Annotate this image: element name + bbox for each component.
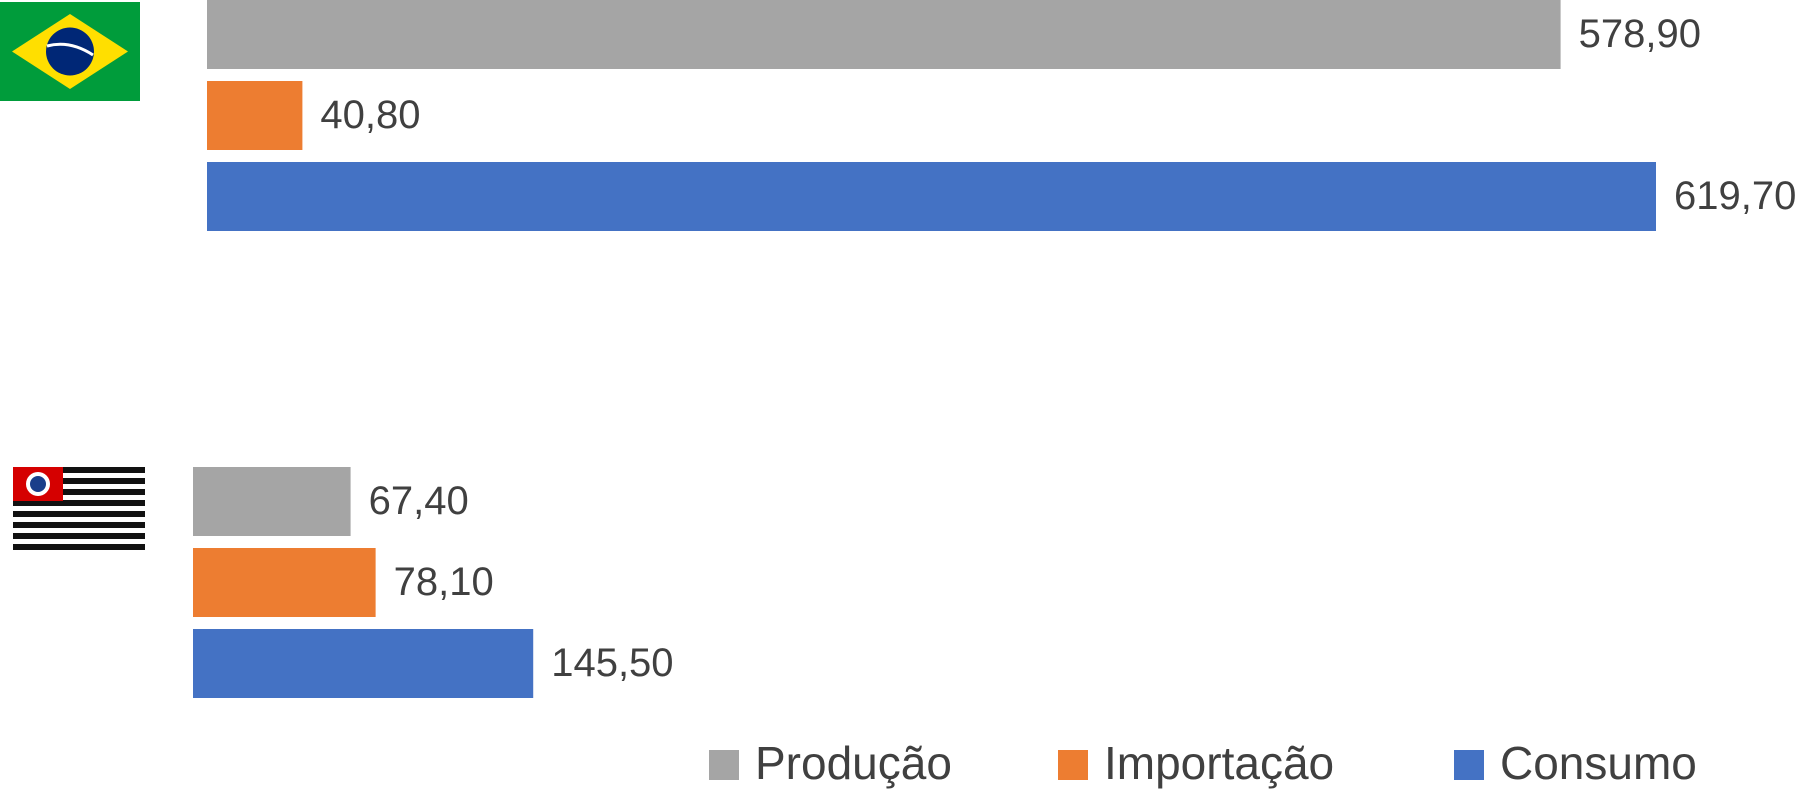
brazil-flag [0, 2, 140, 101]
bar [193, 548, 376, 617]
value-label: 145,50 [551, 641, 673, 685]
legend-swatch [709, 750, 739, 780]
value-label: 40,80 [320, 93, 420, 137]
bar [193, 629, 534, 698]
bar [207, 0, 1561, 69]
bar [207, 81, 303, 150]
value-label: 578,90 [1579, 12, 1701, 56]
legend-label: Produção [755, 737, 952, 789]
value-label: 67,40 [369, 479, 469, 523]
legend-swatch [1454, 750, 1484, 780]
value-label: 619,70 [1674, 174, 1796, 218]
sao-paulo-flag [13, 467, 145, 556]
legend-swatch [1058, 750, 1088, 780]
bar [207, 162, 1656, 231]
legend-label: Consumo [1500, 737, 1697, 789]
bar [193, 467, 351, 536]
legend-label: Importação [1104, 737, 1334, 789]
value-label: 78,10 [394, 560, 494, 604]
